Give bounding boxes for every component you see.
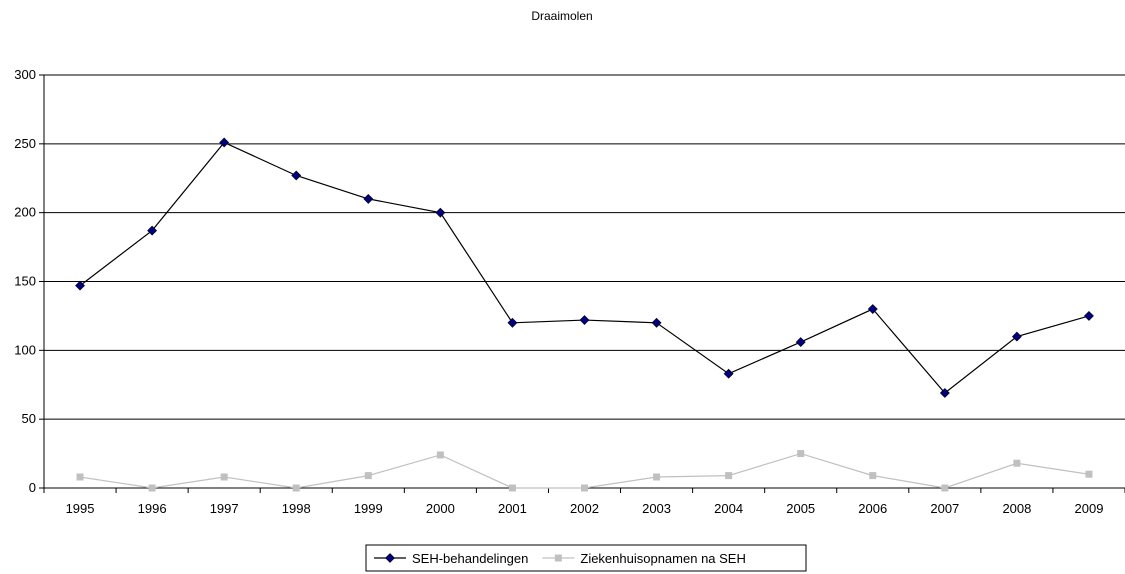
x-tick-label: 2005: [786, 501, 815, 516]
x-tick-label: 2004: [714, 501, 743, 516]
legend-item: SEH-behandelingen: [374, 551, 528, 566]
data-point: [869, 472, 877, 480]
x-tick-label: 2006: [858, 501, 887, 516]
x-tick-label: 1999: [354, 501, 383, 516]
series-line: [79, 141, 1090, 394]
data-point: [867, 304, 878, 314]
x-tick-label: 1996: [138, 501, 167, 516]
data-point: [723, 368, 734, 379]
data-point: [1011, 331, 1022, 342]
y-tick-label: 200: [14, 205, 36, 220]
y-tick-label: 50: [22, 411, 36, 426]
data-point: [939, 388, 950, 398]
legend-box: [365, 544, 807, 572]
y-tick-label: 0: [29, 480, 36, 495]
gridlines: [44, 74, 1125, 420]
y-tick-label: 150: [14, 274, 36, 289]
x-tick-label: 2008: [1002, 501, 1031, 516]
data-point: [941, 484, 949, 492]
x-tick-label: 1997: [210, 501, 239, 516]
data-point: [581, 484, 588, 492]
data-point: [292, 484, 300, 492]
y-tick-label: 300: [14, 67, 36, 82]
data-point: [75, 280, 85, 291]
series-2: [76, 450, 1093, 492]
data-point: [1084, 310, 1094, 321]
y-tick-label: 250: [14, 136, 36, 151]
data-point: [1085, 470, 1093, 478]
x-tick-label: 1998: [282, 501, 311, 516]
data-point: [725, 472, 733, 480]
x-tick-label: 2000: [426, 501, 455, 516]
series-group: [75, 137, 1094, 492]
legend-label: SEH-behandelingen: [412, 551, 528, 566]
data-point: [220, 473, 228, 481]
legend-label: Ziekenhuisopnamen na SEH: [580, 551, 746, 566]
x-axis-ticks: 1995 1996 1997 1998 1999 2000 2001 2002 2003 2004…: [43, 488, 1125, 516]
data-point: [579, 315, 590, 325]
data-point: [653, 473, 661, 481]
legend-marker: [385, 553, 395, 563]
legend: SEH-behandelingen Ziekenhuisopnamen na SE…: [365, 544, 807, 572]
data-point: [435, 207, 446, 218]
chart-title: Draaimolen: [531, 9, 592, 23]
series-line: [79, 452, 1090, 489]
data-point: [148, 484, 156, 492]
x-tick-label: 2001: [498, 501, 527, 516]
y-axis-ticks: 0 50 100 150 200 250 300: [14, 67, 44, 495]
series-1: [75, 137, 1094, 398]
legend-item: Ziekenhuisopnamen na SEH: [542, 551, 746, 566]
x-tick-label: 2002: [570, 501, 599, 516]
data-point: [797, 450, 805, 458]
data-point: [76, 473, 84, 481]
data-point: [436, 451, 444, 459]
data-point: [508, 484, 516, 492]
data-point: [651, 317, 662, 328]
data-point: [363, 193, 374, 204]
y-tick-label: 100: [14, 342, 36, 357]
legend-marker: [554, 554, 562, 562]
data-point: [219, 137, 230, 148]
x-tick-label: 2009: [1075, 501, 1104, 516]
data-point: [795, 337, 806, 347]
data-point: [291, 170, 302, 181]
data-point: [364, 472, 372, 480]
data-point: [1013, 459, 1021, 467]
x-tick-label: 1995: [66, 501, 95, 516]
data-point: [147, 225, 158, 236]
data-point: [507, 317, 518, 328]
x-tick-label: 2003: [642, 501, 671, 516]
x-tick-label: 2007: [930, 501, 959, 516]
